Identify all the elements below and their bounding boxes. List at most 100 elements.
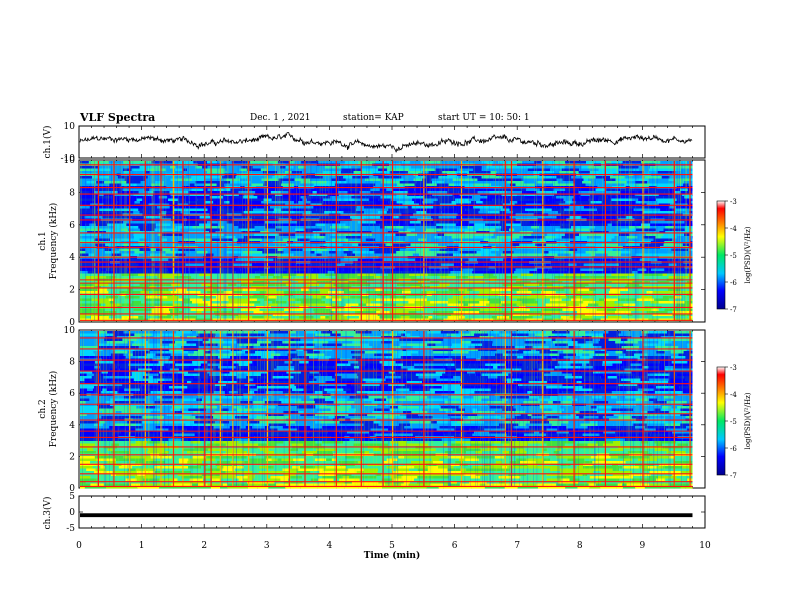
ch2-spectrogram-cell xyxy=(259,378,273,382)
ch1-spectrogram-cell xyxy=(547,271,569,274)
ch1-spectrogram-cell xyxy=(361,181,381,184)
ch1-spectrogram-cell xyxy=(489,301,502,304)
ch1-spectrogram-cell xyxy=(330,196,352,199)
ch2-spectrogram-cell xyxy=(296,348,304,352)
ch1-spectrogram-cell xyxy=(477,233,494,237)
ch1-spectrogram-cell xyxy=(378,211,387,214)
ch1-spectrogram-cell xyxy=(150,301,165,304)
ch1-spectrogram-cell xyxy=(290,248,303,252)
ch1-spectrogram-cell xyxy=(311,248,328,252)
ch1-spectrogram-cell xyxy=(437,208,444,212)
ch2-spectrogram-cell xyxy=(467,381,487,384)
ch1-spectrogram-cell xyxy=(87,231,107,234)
ch1-spectrogram-cell xyxy=(195,281,212,284)
ch1-spectrogram-cell xyxy=(283,168,289,172)
ch1-spectrogram-event xyxy=(335,161,337,321)
ch2-spectrogram-cell xyxy=(295,341,313,344)
ch2-spectrogram-cell xyxy=(502,378,507,382)
ch1-spectrogram-cell xyxy=(524,196,536,199)
ch1-spectrogram-cell xyxy=(323,243,343,247)
ch2-spectrogram-cell xyxy=(504,368,522,372)
ch2-spectrogram-cell xyxy=(554,343,569,347)
ch1-spectrogram-cell xyxy=(96,308,105,312)
ch1-spectrogram-cell xyxy=(620,191,638,194)
ch1-spectrogram-cell xyxy=(289,303,305,307)
ch1-spectrogram-cell xyxy=(648,178,669,182)
ch1-spectrogram-cell xyxy=(370,301,381,304)
ch1-spectrogram-cell xyxy=(167,268,189,272)
ch1-spectrogram-cell xyxy=(231,206,240,209)
ch1-spectrogram-cell xyxy=(500,238,516,242)
ch1-spectrogram-cell xyxy=(555,236,562,239)
ch1-spectrogram-cell xyxy=(477,178,494,182)
ch2-spectrogram-cell xyxy=(536,376,547,379)
ch1-spectrogram-cell xyxy=(139,296,146,299)
ch2-spectrogram-cell xyxy=(153,336,160,339)
ch1-spectrogram-cell xyxy=(597,171,619,174)
ch2-spectrogram-cell xyxy=(365,363,383,367)
ch1-spectrogram-cell xyxy=(487,298,501,302)
ch2-spectrogram-cell xyxy=(414,391,435,394)
ch2-spectrogram-cell xyxy=(94,353,111,357)
ch1-spectrogram-cell xyxy=(94,243,106,247)
ch1-spectrogram-cell xyxy=(210,211,218,214)
ch1-spectrogram-cell xyxy=(183,251,191,254)
ch2-spectrogram-cell xyxy=(567,388,575,392)
ch1-spectrogram-cell xyxy=(409,318,430,322)
ch1-spectrogram-cell xyxy=(484,263,504,267)
ch2-spectrogram-cell xyxy=(622,351,643,354)
ch2-spectrogram-cell xyxy=(302,391,315,394)
ch2-spectrogram-cell xyxy=(312,341,329,344)
ch1-spectrogram-cell xyxy=(80,191,90,194)
ch1-spectrogram-cell xyxy=(275,236,296,239)
ch2-spectrogram-cell xyxy=(608,338,621,342)
ch1-spectrogram-cell xyxy=(587,166,609,169)
ch2-spectrogram-cell xyxy=(117,336,122,339)
ch1-spectrogram-cell xyxy=(536,191,557,194)
ch1-spectrogram-cell xyxy=(469,211,479,214)
ch1-spectrogram-cell xyxy=(330,308,345,312)
ch2-spectrogram-cell xyxy=(453,361,464,364)
ch1-spectrogram-cell xyxy=(330,206,339,209)
ch1-spectrogram-cell xyxy=(611,211,623,214)
ch2-spectrogram-cell xyxy=(396,388,410,392)
ch1-spectrogram-cell xyxy=(665,226,675,229)
ch1-spectrogram-cell xyxy=(410,263,422,267)
ch1-spectrogram-cell xyxy=(618,166,628,169)
ch1-spectrogram-cell xyxy=(155,181,164,184)
ch1-spectrogram-cell xyxy=(436,231,457,234)
ch2-spectrogram-cell xyxy=(500,363,506,367)
ch2-spectrogram-cell xyxy=(466,356,482,359)
ch2-spectrogram-cell xyxy=(463,361,483,364)
ch1-spectrogram-cell xyxy=(479,291,501,294)
ch1-spectrogram-cell xyxy=(412,198,425,202)
ch2-spectrogram-cell xyxy=(149,371,159,374)
ch1-spectrogram-cell xyxy=(391,253,413,257)
ch1-spectrogram-cell xyxy=(86,208,98,212)
ch1-spectrogram-cell xyxy=(676,198,683,202)
ch2-spectrogram-cell xyxy=(611,391,627,394)
ch2-spectrogram-cell xyxy=(340,333,362,337)
ch2-spectrogram-cell xyxy=(368,343,374,347)
ch1-spectrogram-cell xyxy=(184,283,190,287)
ch1-spectrogram-cell xyxy=(148,191,154,194)
ch2-spectrogram-cell xyxy=(94,363,111,367)
ch1-spectrogram-cell xyxy=(321,228,340,232)
ch1-spectrogram-cell xyxy=(278,233,295,237)
ch1-waveform-ytick-label: 10 xyxy=(64,122,76,132)
ch2-spectrogram-cell xyxy=(510,336,524,339)
ch2-spectrogram-cell xyxy=(448,373,470,377)
ch1-spectrogram-cell xyxy=(424,281,430,284)
ch1-spectrogram-cell xyxy=(201,311,215,314)
ch1-spectrogram-cell xyxy=(207,171,227,174)
ch2-spectrogram-cell xyxy=(170,353,188,357)
ch1-spectrogram-cell xyxy=(552,318,563,322)
ch1-spectrogram-cell xyxy=(171,283,180,287)
ch1-spectrogram-cell xyxy=(178,248,196,252)
ch2-spectrogram-cell xyxy=(615,351,623,354)
ch1-spectrogram-cell xyxy=(680,188,688,192)
ch2-spectrogram-cell xyxy=(80,381,85,384)
ch1-spectrogram-cell xyxy=(628,223,641,227)
ch1-spectrogram-cell xyxy=(437,198,456,202)
ch1-spectrogram-cell xyxy=(92,176,109,179)
